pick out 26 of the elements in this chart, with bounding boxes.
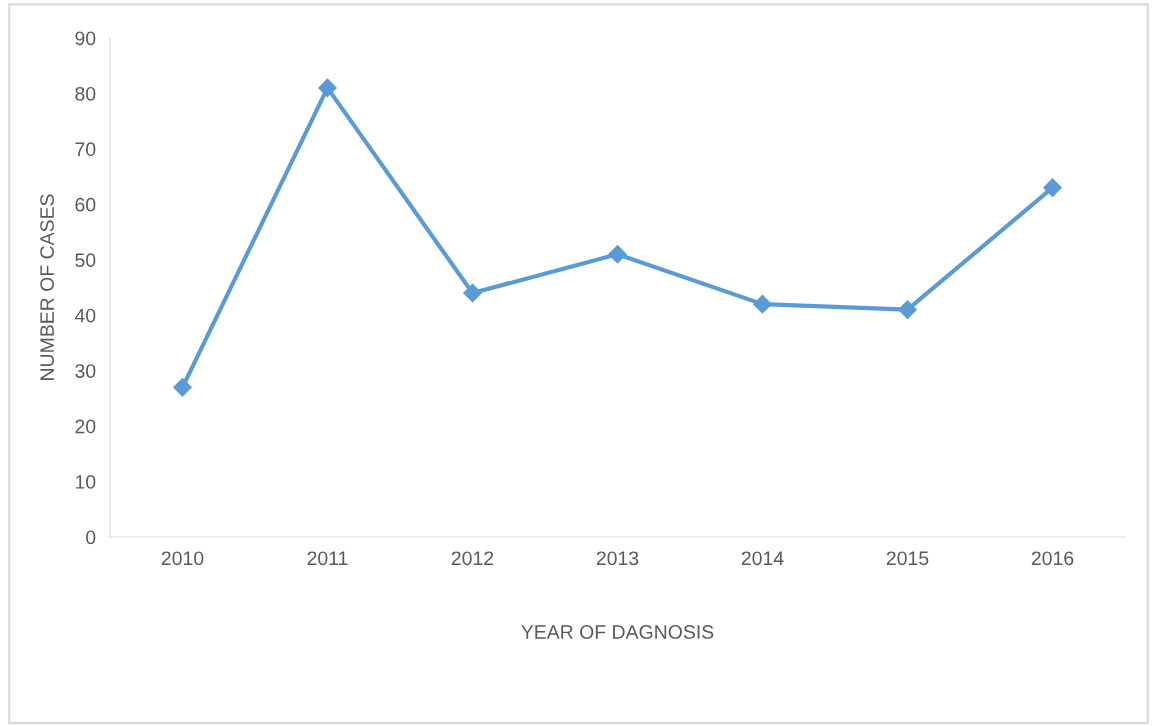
y-tick-label: 10 — [75, 475, 96, 489]
point — [753, 294, 772, 314]
point — [608, 244, 627, 264]
y-tick-label: 90 — [75, 31, 96, 46]
point — [898, 300, 917, 320]
y-tick-label: 80 — [75, 86, 96, 101]
x-axis-title: YEAR OF DAGNOSIS — [521, 625, 714, 639]
x-tick-label: 2012 — [451, 551, 494, 566]
y-tick-label: 20 — [75, 419, 96, 434]
point — [1043, 178, 1062, 198]
x-tick-label: 2016 — [1031, 551, 1074, 566]
x-tick-label: 2010 — [161, 551, 204, 566]
x-tick-label: 2013 — [596, 551, 639, 566]
y-tick-label: 70 — [75, 142, 96, 157]
y-axis-title: NUMBER OF CASES — [40, 194, 54, 380]
y-tick-label: 30 — [75, 364, 96, 378]
point — [173, 377, 192, 397]
y-tick-label: 50 — [75, 253, 96, 268]
x-tick-label: 2015 — [886, 551, 929, 566]
y-tick-label: 0 — [86, 530, 96, 545]
y-tick-label: 40 — [74, 308, 96, 323]
x-tick-label: 2011 — [307, 551, 348, 566]
x-tick-label: 2014 — [741, 551, 784, 566]
point — [463, 283, 482, 303]
y-tick-label: 60 — [75, 197, 96, 212]
point — [318, 78, 337, 98]
